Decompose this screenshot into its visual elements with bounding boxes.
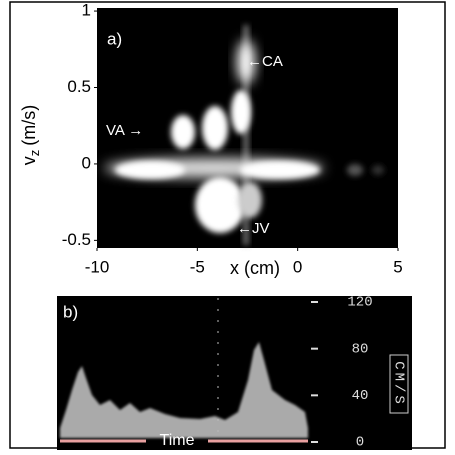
x-tick-label: -10 <box>85 257 110 276</box>
x-axis-label: x (cm) <box>230 258 280 278</box>
annotation: ←JV <box>237 220 270 237</box>
x-tick-label: -5 <box>190 257 205 276</box>
doppler-waveform <box>60 342 308 438</box>
y-tick-label: 0 <box>356 435 364 450</box>
panel-label: b) <box>63 302 78 321</box>
y-axis-label-main: v <box>19 156 39 165</box>
y-tick-label: 0.5 <box>67 77 91 96</box>
x-axis-label: Time <box>160 432 195 449</box>
panel-label: a) <box>107 29 122 48</box>
unit-box <box>389 354 409 414</box>
x-tick-label: 0 <box>293 257 302 276</box>
y-tick-label: 120 <box>347 295 372 311</box>
y-tick-label: 40 <box>352 388 369 404</box>
y-axis-label: vz (m/s) <box>19 105 43 165</box>
x-tick-label: 5 <box>393 257 402 276</box>
y-axis-label: CM/S <box>390 361 406 407</box>
y-tick-label: 0 <box>82 153 91 172</box>
y-tick-label: 1 <box>82 1 91 20</box>
y-tick-label: -0.5 <box>62 230 91 249</box>
y-tick-label: 80 <box>352 341 369 357</box>
y-axis-label-sub: z <box>27 150 42 157</box>
intensity-blobs <box>104 25 384 245</box>
annotation: VA → <box>106 122 143 139</box>
annotation: ←CA <box>247 53 283 70</box>
y-axis-label-unit: (m/s) <box>19 105 39 146</box>
